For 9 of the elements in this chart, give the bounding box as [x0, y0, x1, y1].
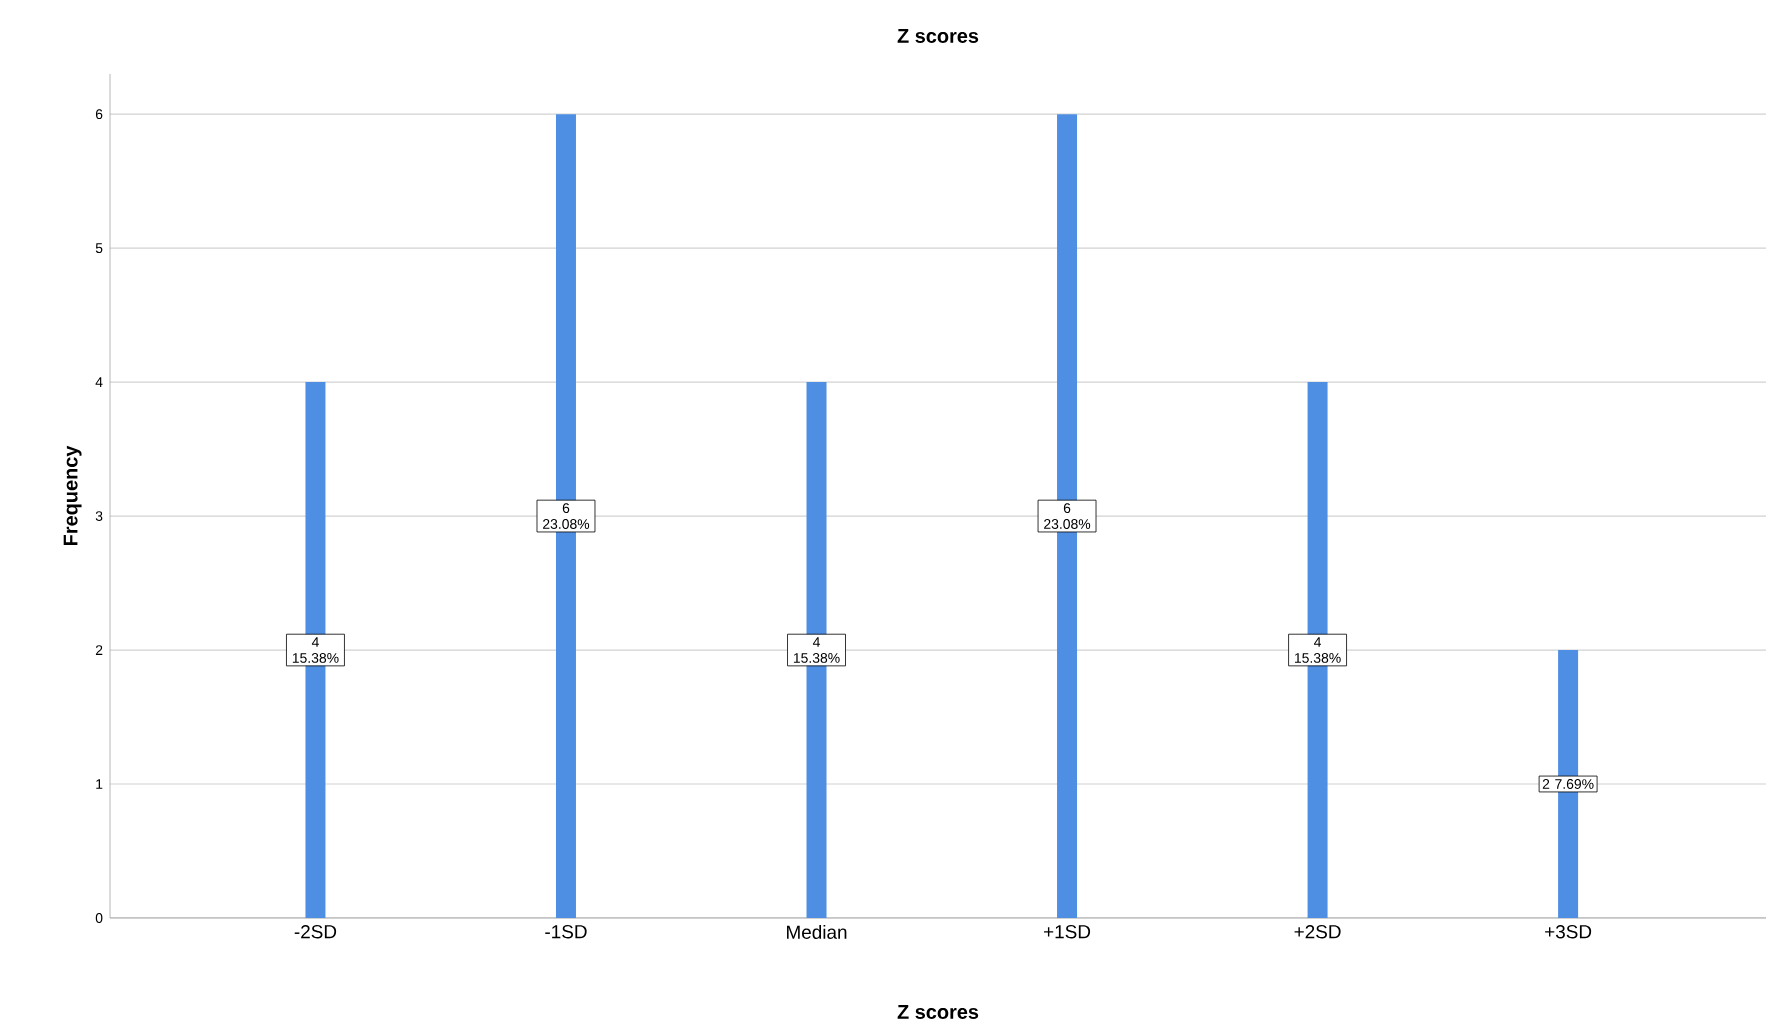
x-tick-label: +2SD — [1294, 925, 1341, 939]
x-tick-label: Median — [787, 925, 847, 939]
x-tick-label: -1SD — [545, 925, 587, 939]
y-axis-title: Frequency — [63, 445, 82, 546]
x-tick-label: -2SD — [294, 925, 337, 939]
x-axis-title: Z scores — [897, 1005, 979, 1019]
chart-title: Z scores — [897, 29, 979, 43]
x-tick-label: +1SD — [1044, 925, 1091, 939]
x-tick-label: +3SD — [1545, 925, 1592, 939]
